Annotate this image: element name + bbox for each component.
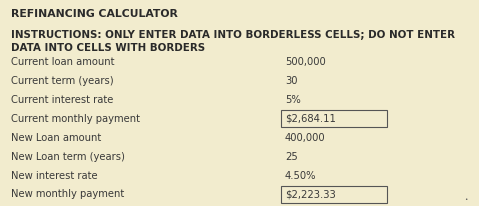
Text: New interest rate: New interest rate [11, 171, 97, 180]
Text: 500,000: 500,000 [285, 57, 326, 67]
Text: INSTRUCTIONS: ONLY ENTER DATA INTO BORDERLESS CELLS; DO NOT ENTER: INSTRUCTIONS: ONLY ENTER DATA INTO BORDE… [11, 30, 455, 40]
Text: 4.50%: 4.50% [285, 171, 317, 180]
Text: •: • [464, 197, 467, 202]
Text: 400,000: 400,000 [285, 133, 326, 143]
Text: $2,223.33: $2,223.33 [285, 190, 336, 199]
Text: $2,684.11: $2,684.11 [285, 114, 336, 124]
Text: Current monthly payment: Current monthly payment [11, 114, 139, 124]
Text: 30: 30 [285, 76, 297, 86]
Text: New monthly payment: New monthly payment [11, 190, 124, 199]
Text: New Loan term (years): New Loan term (years) [11, 152, 125, 162]
Text: 5%: 5% [285, 95, 301, 105]
Text: Current interest rate: Current interest rate [11, 95, 113, 105]
Text: New Loan amount: New Loan amount [11, 133, 101, 143]
Text: Current loan amount: Current loan amount [11, 57, 114, 67]
Text: Current term (years): Current term (years) [11, 76, 113, 86]
Text: REFINANCING CALCULATOR: REFINANCING CALCULATOR [11, 9, 177, 19]
Text: DATA INTO CELLS WITH BORDERS: DATA INTO CELLS WITH BORDERS [11, 43, 205, 53]
Text: 25: 25 [285, 152, 298, 162]
